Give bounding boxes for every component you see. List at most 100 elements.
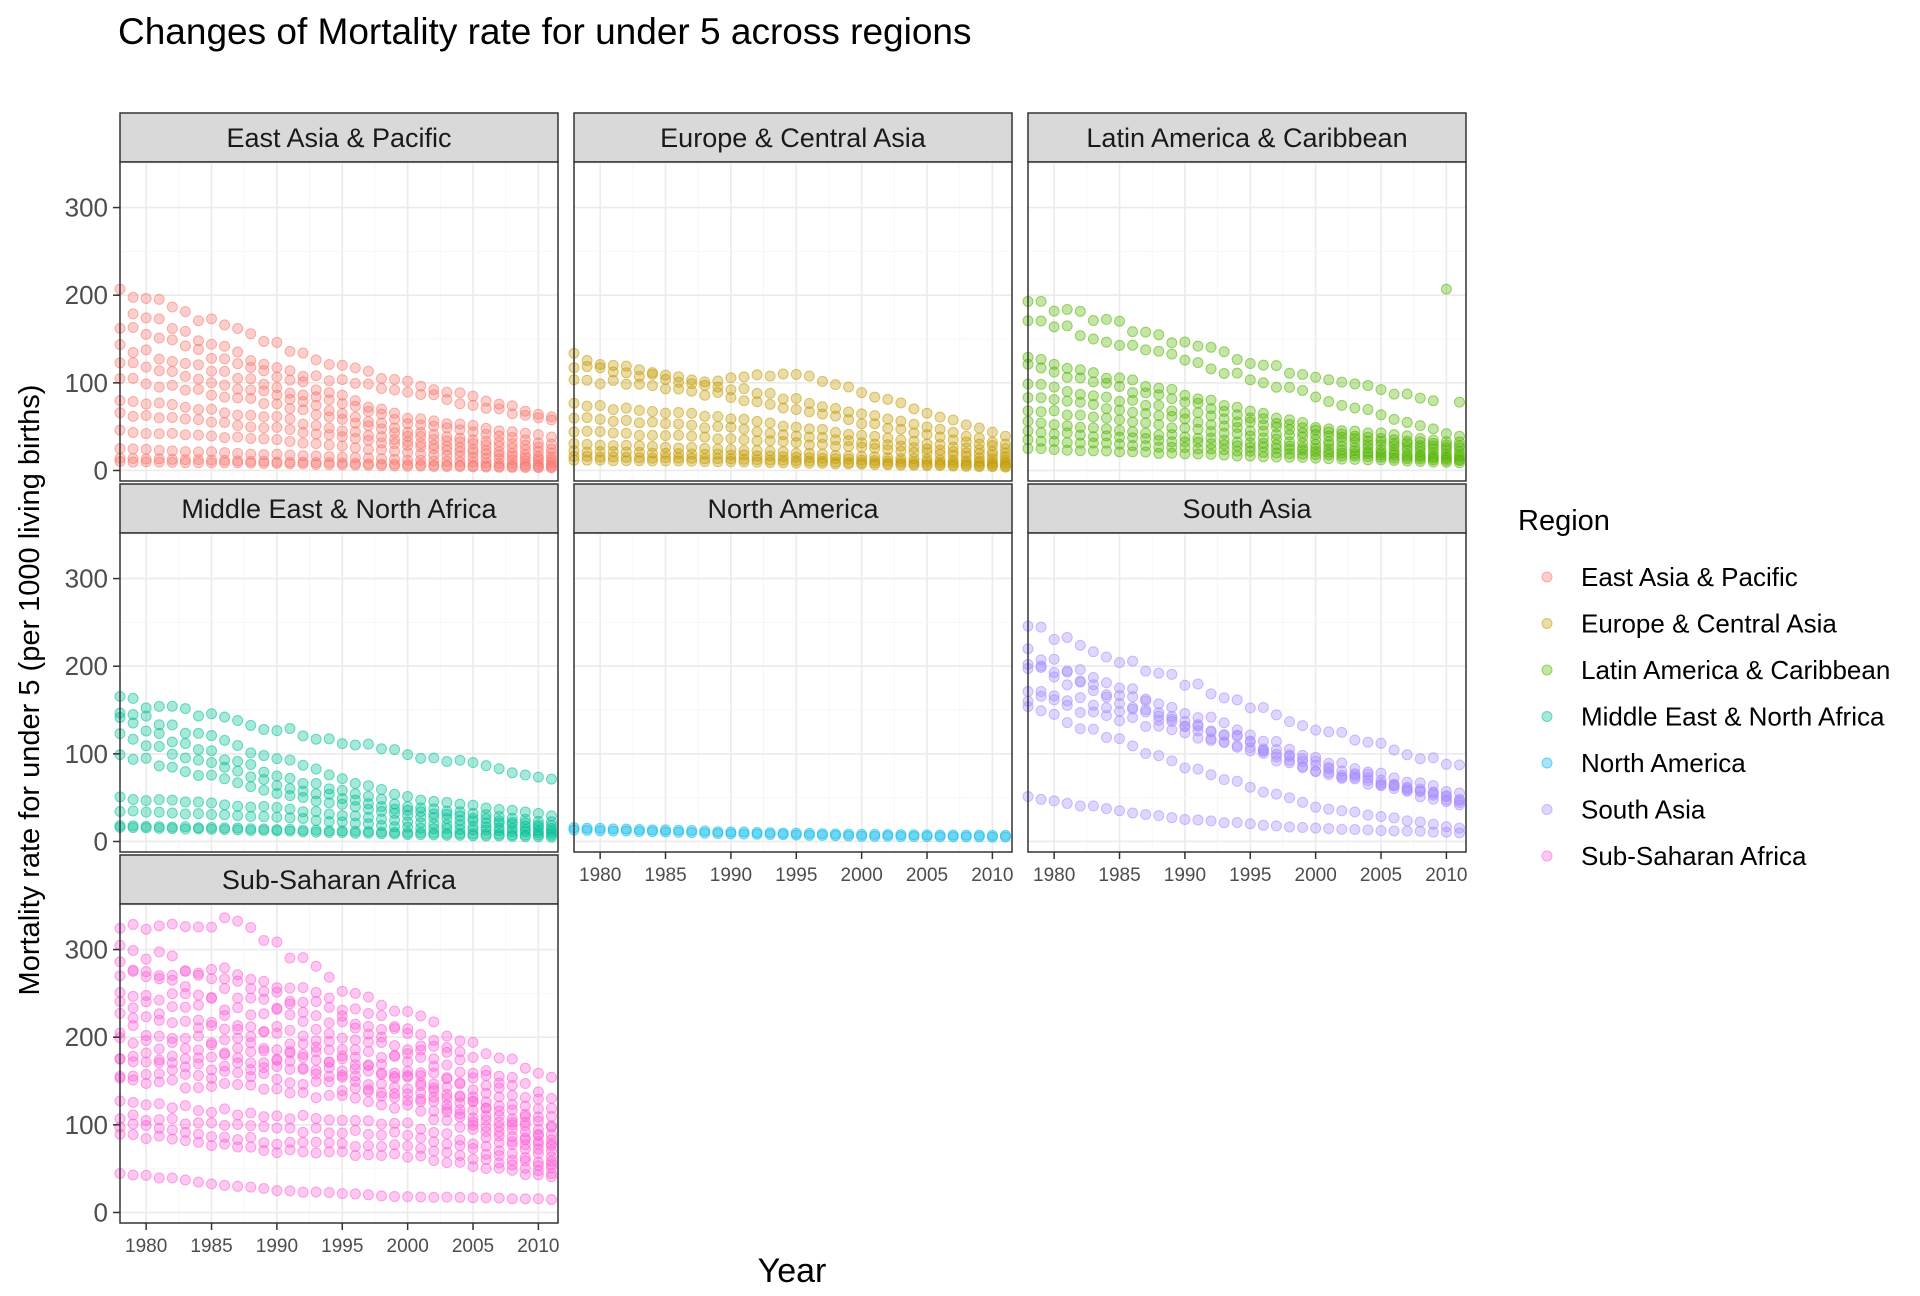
data-point — [323, 1035, 335, 1047]
data-point — [258, 824, 270, 836]
data-point — [1336, 805, 1348, 817]
data-point — [1283, 749, 1295, 761]
data-point — [1362, 442, 1374, 454]
data-point — [1114, 414, 1126, 426]
data-point — [519, 1116, 531, 1128]
data-point — [428, 795, 440, 807]
data-point — [349, 1092, 361, 1104]
data-point — [1127, 406, 1139, 418]
data-point — [428, 434, 440, 446]
data-point — [206, 992, 218, 1004]
data-point — [245, 1046, 257, 1058]
data-point — [336, 1010, 348, 1022]
data-point — [1061, 386, 1073, 398]
data-point — [1166, 348, 1178, 360]
y-tick-label: 100 — [65, 1110, 108, 1140]
data-point — [1414, 816, 1426, 828]
data-point — [415, 794, 427, 806]
data-point — [633, 452, 645, 464]
data-point — [1074, 664, 1086, 676]
data-point — [153, 728, 165, 740]
data-point — [349, 442, 361, 454]
data-point — [362, 420, 374, 432]
data-point — [1218, 774, 1230, 786]
data-point — [297, 418, 309, 430]
data-point — [349, 739, 361, 751]
data-point — [1100, 437, 1112, 449]
data-point — [1166, 337, 1178, 349]
data-point — [402, 1151, 414, 1163]
data-point — [999, 442, 1011, 454]
data-point — [1192, 393, 1204, 405]
data-point — [803, 829, 815, 841]
data-point — [140, 740, 152, 752]
data-point — [245, 719, 257, 731]
data-point — [232, 777, 244, 789]
data-point — [245, 992, 257, 1004]
data-point — [1048, 435, 1060, 447]
data-point — [179, 401, 191, 413]
data-point — [1375, 451, 1387, 463]
data-point — [153, 794, 165, 806]
legend-key — [1541, 850, 1553, 862]
data-point — [1087, 333, 1099, 345]
data-point — [1375, 810, 1387, 822]
data-point — [1310, 724, 1322, 736]
data-point — [1061, 371, 1073, 383]
data-point — [271, 411, 283, 423]
data-point — [323, 827, 335, 839]
data-point — [153, 412, 165, 424]
data-point — [402, 1006, 414, 1018]
data-point — [816, 423, 828, 435]
data-point — [960, 831, 972, 843]
data-point — [284, 458, 296, 470]
data-point — [206, 313, 218, 325]
data-point — [323, 411, 335, 423]
data-point — [607, 404, 619, 416]
data-point — [258, 975, 270, 987]
data-point — [506, 1113, 518, 1125]
data-point — [349, 827, 361, 839]
data-point — [1140, 344, 1152, 356]
data-point — [219, 1023, 231, 1035]
data-point — [454, 450, 466, 462]
data-point — [506, 1098, 518, 1110]
data-point — [921, 429, 933, 441]
data-point — [349, 778, 361, 790]
data-point — [620, 402, 632, 414]
data-point — [232, 1023, 244, 1035]
data-point — [751, 456, 763, 468]
data-point — [323, 1028, 335, 1040]
data-point — [140, 923, 152, 935]
legend-label: Middle East & North Africa — [1581, 702, 1885, 732]
x-tick-label: 1995 — [775, 865, 817, 886]
data-point — [1166, 755, 1178, 767]
data-point — [673, 407, 685, 419]
data-point — [206, 454, 218, 466]
legend-title: Region — [1518, 505, 1610, 537]
x-tick-label: 2000 — [1295, 865, 1337, 886]
data-point — [480, 457, 492, 469]
legend-label: East Asia & Pacific — [1581, 562, 1798, 592]
data-point — [673, 452, 685, 464]
data-point — [1179, 396, 1191, 408]
data-point — [1100, 412, 1112, 424]
data-point — [206, 1051, 218, 1063]
data-point — [1257, 446, 1269, 458]
data-point — [297, 1126, 309, 1138]
data-point — [1244, 416, 1256, 428]
data-point — [441, 796, 453, 808]
data-point — [646, 826, 658, 838]
data-point — [725, 372, 737, 384]
data-point — [1297, 431, 1309, 443]
data-point — [1166, 447, 1178, 459]
data-point — [1205, 448, 1217, 460]
data-point — [1362, 768, 1374, 780]
data-point — [454, 1108, 466, 1120]
data-point — [441, 805, 453, 817]
data-point — [869, 459, 881, 471]
data-point — [1349, 806, 1361, 818]
data-point — [297, 1030, 309, 1042]
data-point — [1061, 797, 1073, 809]
data-point — [882, 413, 894, 425]
